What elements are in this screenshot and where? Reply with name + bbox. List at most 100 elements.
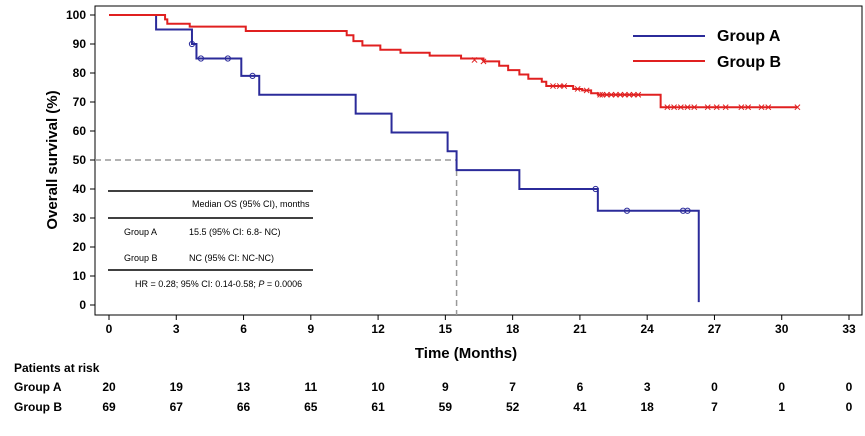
censor-mark-group-b <box>738 104 745 111</box>
censor-mark-group-a <box>188 40 196 48</box>
risk-count-group-a: 19 <box>170 380 184 394</box>
x-tick-label: 15 <box>439 322 453 336</box>
censor-mark-group-b <box>612 91 619 98</box>
censor-mark-group-b <box>758 104 765 111</box>
censor-mark-group-b <box>713 104 720 111</box>
risk-count-group-b: 69 <box>102 400 116 414</box>
y-tick-label: 60 <box>73 124 87 138</box>
censor-mark-group-a <box>592 185 599 193</box>
risk-count-group-a: 10 <box>371 380 385 394</box>
risk-count-group-a: 7 <box>509 380 516 394</box>
risk-row-label-group-a: Group A <box>14 380 62 394</box>
x-tick-label: 27 <box>708 322 722 336</box>
x-tick-label: 3 <box>173 322 180 336</box>
censor-mark-group-a <box>197 55 205 62</box>
censor-mark-group-b <box>480 58 487 65</box>
risk-count-group-b: 61 <box>371 400 385 414</box>
censor-mark-group-b <box>722 104 729 111</box>
censor-mark-group-b <box>583 87 590 94</box>
censor-mark-group-b <box>556 83 563 90</box>
survival-curve-group-b <box>109 14 798 109</box>
risk-count-group-b: 7 <box>711 400 718 414</box>
inset-row-group-a-value: 15.5 (95% CI: 6.8- NC) <box>189 227 281 237</box>
inset-row-group-b-value: NC (95% CI: NC-NC) <box>189 253 274 263</box>
legend: Group A Group B <box>633 28 781 71</box>
censor-mark-group-b <box>550 83 556 90</box>
censor-mark-group-b <box>745 104 752 111</box>
x-tick-label: 33 <box>842 322 856 336</box>
median-os-table: Median OS (95% CI), months Group A 15.5 … <box>108 190 313 289</box>
x-tick-label: 6 <box>240 322 247 336</box>
y-axis-title: Overall survival (%) <box>44 90 61 229</box>
risk-count-group-a: 6 <box>577 380 584 394</box>
censor-mark-group-b <box>608 91 615 98</box>
risk-table-title: Patients at risk <box>14 361 100 375</box>
censor-mark-group-b <box>671 104 678 111</box>
censor-mark-group-b <box>765 104 772 111</box>
censor-mark-group-b <box>677 104 684 111</box>
inset-row-group-a-name: Group A <box>124 227 157 237</box>
y-tick-label: 20 <box>73 240 87 254</box>
survival-curve-group-a <box>109 14 700 303</box>
censor-mark-group-a <box>224 55 231 62</box>
risk-count-group-a: 0 <box>711 380 718 394</box>
risk-count-group-a: 0 <box>778 380 785 394</box>
censor-mark-group-b <box>664 104 671 111</box>
y-tick-label: 100 <box>66 8 86 22</box>
risk-count-group-b: 41 <box>573 400 587 414</box>
inset-header: Median OS (95% CI), months <box>192 199 310 209</box>
risk-count-group-a: 9 <box>442 380 449 394</box>
y-tick-label: 50 <box>73 153 87 167</box>
risk-count-group-a: 20 <box>102 380 116 394</box>
risk-count-group-b: 0 <box>846 400 853 414</box>
censor-mark-group-b <box>603 91 610 98</box>
x-tick-label: 18 <box>506 322 520 336</box>
censor-mark-group-a <box>249 72 256 80</box>
risk-table: Patients at risk Group A Group B 20 19 13 1… <box>14 361 853 414</box>
risk-count-group-b: 65 <box>304 400 318 414</box>
series-group <box>109 14 801 303</box>
y-tick-label: 10 <box>73 269 87 283</box>
y-tick-label: 40 <box>73 182 87 196</box>
x-tick-label: 24 <box>641 322 655 336</box>
x-tick-label: 21 <box>573 322 587 336</box>
inset-footer-p: P <box>258 279 264 289</box>
y-tick-label: 80 <box>73 66 87 80</box>
risk-count-group-b: 66 <box>237 400 251 414</box>
risk-count-group-a: 11 <box>304 380 317 394</box>
x-tick-label: 9 <box>307 322 314 336</box>
censor-mark-group-b <box>704 104 711 111</box>
inset-row-group-b-name: Group B <box>124 253 158 263</box>
censor-mark-group-b <box>626 91 633 98</box>
x-tick-label: 0 <box>106 322 113 336</box>
inset-footer-suffix: = 0.0006 <box>264 279 302 289</box>
censor-mark-group-b <box>635 91 642 98</box>
inset-footer: HR = 0.28; 95% CI: 0.14-0.58; P = 0.0006 <box>135 279 302 289</box>
risk-count-group-b: 52 <box>506 400 520 414</box>
censor-mark-group-a <box>623 207 631 214</box>
risk-count-group-a: 13 <box>237 380 251 394</box>
risk-row-label-group-b: Group B <box>14 400 62 414</box>
x-tick-label: 30 <box>775 322 789 336</box>
y-tick-label: 90 <box>73 37 87 51</box>
censor-mark-group-b <box>617 91 624 98</box>
risk-count-group-b: 67 <box>170 400 184 414</box>
risk-count-group-b: 1 <box>778 400 785 414</box>
censor-mark-group-b <box>691 104 698 111</box>
axes-group: 0 10 20 30 40 50 60 70 80 90 100 0 3 6 9 12 15 18 21 24 27 30… <box>66 8 856 336</box>
x-tick-label: 12 <box>371 322 385 336</box>
censor-mark-group-b <box>471 56 478 63</box>
risk-count-group-a: 3 <box>644 380 651 394</box>
risk-count-group-a: 0 <box>846 380 853 394</box>
censor-mark-group-a <box>684 207 691 214</box>
censor-mark-group-b <box>574 85 581 92</box>
censor-mark-group-b <box>561 83 568 90</box>
legend-label-group-b: Group B <box>717 54 781 71</box>
censor-mark-group-b <box>684 104 691 111</box>
y-tick-label: 30 <box>73 211 87 225</box>
x-axis-title: Time (Months) <box>415 345 517 362</box>
censor-mark-group-b <box>621 91 628 98</box>
censor-mark-group-b <box>630 91 637 98</box>
